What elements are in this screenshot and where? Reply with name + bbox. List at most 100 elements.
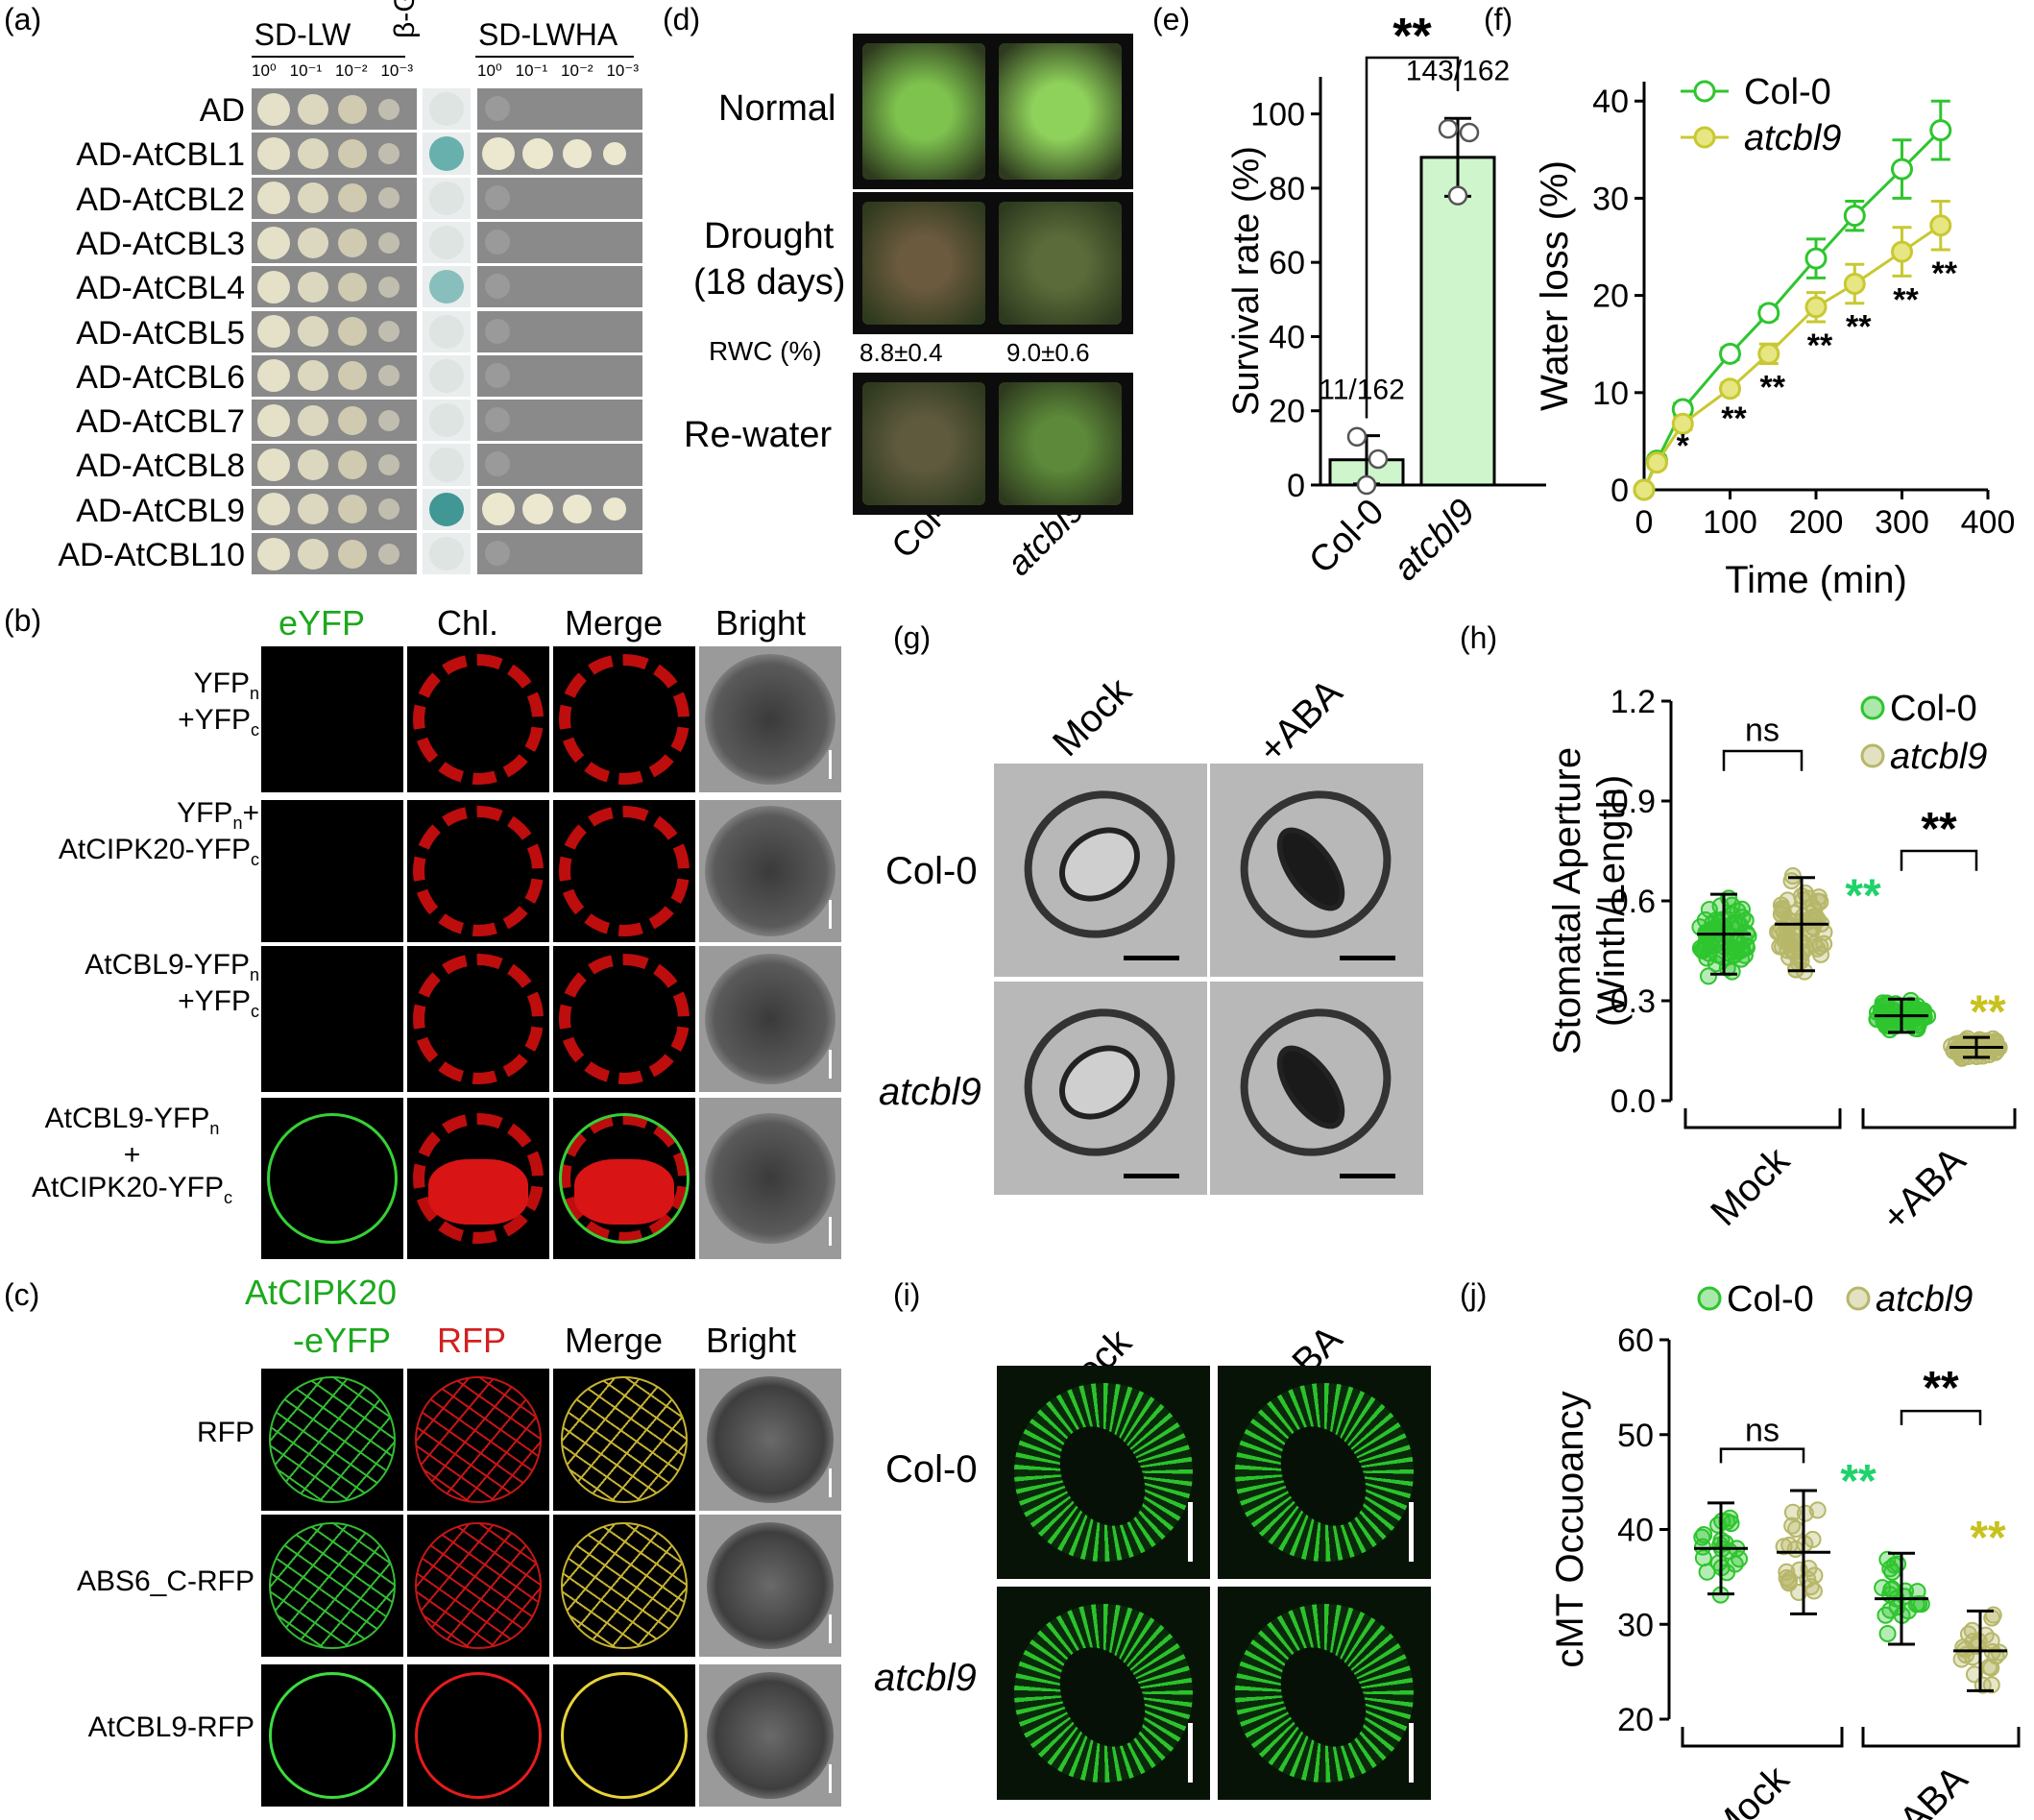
chloroplast-ring	[413, 954, 544, 1084]
j-legend-label: Col-0	[1727, 1279, 1814, 1320]
a-plate-sdlw	[252, 533, 417, 575]
f-datapoint	[1929, 214, 1952, 237]
j-ns-label: ns	[1745, 1413, 1780, 1449]
b-image-cell	[261, 646, 403, 792]
j-atcbl9-stars: **	[1970, 1513, 2006, 1564]
c-image-cell	[407, 1369, 549, 1511]
x-group-label: +ABA	[1874, 1139, 1973, 1239]
protoplast-bright	[707, 1522, 834, 1649]
b-image-cell	[261, 1098, 403, 1259]
f-sig-stars: **	[1721, 400, 1747, 437]
x-group-label: +ABA	[1876, 1758, 1975, 1820]
d-rwc-col0: 8.8±0.4	[860, 338, 943, 367]
f-datapoint	[1719, 342, 1741, 365]
h-sig-stars: **	[1921, 804, 1957, 855]
c-image-cell	[553, 1369, 695, 1511]
f-datapoint	[1757, 342, 1780, 365]
h-legend-label: Col-0	[1890, 689, 1977, 729]
f-y-tick-label: 0	[1610, 473, 1629, 509]
dot-datapoint	[1953, 1035, 1972, 1054]
dilution-labels-left: 10⁰ 10⁻¹ 10⁻² 10⁻³	[252, 61, 413, 81]
e-y-tick-label: 100	[1250, 97, 1305, 133]
a-plate-sdlw	[252, 221, 417, 264]
e-y-tick-label: 80	[1269, 171, 1305, 207]
b-row-3-label: AtCBL9-YFPn +YFPc	[85, 949, 259, 1021]
dilution-label: 10⁻¹	[515, 61, 548, 80]
protoplast-bright	[705, 806, 835, 936]
yeast-colony	[338, 317, 367, 347]
c-image-cell	[407, 1515, 549, 1657]
c-image-cell	[553, 1515, 695, 1657]
f-x-tick-label: 300	[1875, 504, 1929, 541]
scale-bar	[1340, 956, 1395, 960]
a-plate-sdlwha	[477, 444, 642, 486]
yeast-colony	[298, 271, 328, 303]
i-microtubule-image	[1218, 1587, 1431, 1800]
dot-datapoint	[1691, 918, 1709, 936]
b-image-cell	[699, 946, 841, 1092]
tray-col0	[862, 382, 985, 505]
dot-datapoint	[1778, 930, 1796, 948]
e-sig-stars: **	[1392, 9, 1432, 64]
dot-datapoint	[1878, 1624, 1897, 1642]
a-plate-sdlwha	[477, 488, 642, 530]
yeast-colony	[338, 361, 367, 391]
sd-lwha-header: SD-LWHA	[478, 17, 618, 52]
yeast-colony	[257, 92, 290, 126]
yeast-colony	[482, 493, 515, 526]
chloroplast-cluster	[428, 1159, 528, 1225]
y-tick-label: 1.2	[1610, 684, 1656, 720]
e-datapoint	[1356, 474, 1377, 496]
j-sig-stars: **	[1923, 1363, 1959, 1414]
c-image-cell	[699, 1369, 841, 1511]
x-group-label: Mock	[1703, 1139, 1798, 1234]
dot-datapoint	[1780, 1570, 1799, 1589]
a-plate-sdlwha	[477, 221, 642, 264]
e-bar	[1419, 156, 1496, 487]
scale-bar	[1188, 1723, 1193, 1783]
yeast-colony	[257, 136, 290, 170]
yeast-colony	[298, 360, 328, 392]
c-image-cell	[261, 1515, 403, 1657]
group-bracket	[1861, 1108, 2017, 1129]
yeast-colony	[257, 403, 290, 437]
yeast-colony	[378, 98, 400, 120]
y-tick-label: 0.9	[1610, 784, 1656, 820]
g-stomata-image	[994, 982, 1207, 1195]
betagal-spot	[429, 181, 464, 215]
scale-bar	[1409, 1502, 1414, 1562]
y-tick-label: 60	[1617, 1323, 1654, 1359]
dilution-labels-right: 10⁰ 10⁻¹ 10⁻² 10⁻³	[477, 61, 639, 81]
dot-datapoint	[1700, 967, 1718, 985]
scale-bar	[1340, 1174, 1395, 1178]
a-row-label: AD-AtCBL6	[76, 358, 245, 396]
yeast-colony	[338, 228, 367, 257]
c-image-cell	[699, 1664, 841, 1807]
e-y-label: Survival rate (%)	[1226, 146, 1267, 416]
d-photo	[853, 192, 1133, 334]
d-rwc-atcbl9: 9.0±0.6	[1006, 338, 1090, 367]
yeast-colony	[298, 538, 328, 570]
a-row-label: AD-AtCBL4	[76, 270, 245, 307]
panel-g-label: (g)	[893, 620, 932, 655]
a-plate-sdlw	[252, 88, 417, 131]
a-plate-sdlw	[252, 266, 417, 308]
scale-bar	[829, 1468, 832, 1497]
f-sig-stars: *	[1677, 427, 1690, 464]
d-photo	[853, 34, 1133, 189]
a-row-label: AD-AtCBL7	[76, 403, 245, 441]
e-y-tick-label: 60	[1269, 245, 1305, 281]
panel-e-label: (e)	[1152, 2, 1191, 36]
y-label: cMT Occuoancy	[1549, 1391, 1591, 1667]
e-datapoint	[1346, 426, 1368, 448]
a-plate-sdlwha	[477, 400, 642, 442]
e-datapoint	[1368, 449, 1389, 470]
i-row-col0: Col-0	[885, 1448, 978, 1491]
c-row-1-label: RFP	[197, 1417, 254, 1448]
yeast-colony	[338, 495, 367, 524]
dot-datapoint	[1896, 1588, 1914, 1606]
scale-bar	[1124, 956, 1179, 960]
a-plate-sdlwha	[477, 177, 642, 219]
yeast-colony	[563, 138, 592, 168]
protoplast-bright	[705, 654, 835, 785]
